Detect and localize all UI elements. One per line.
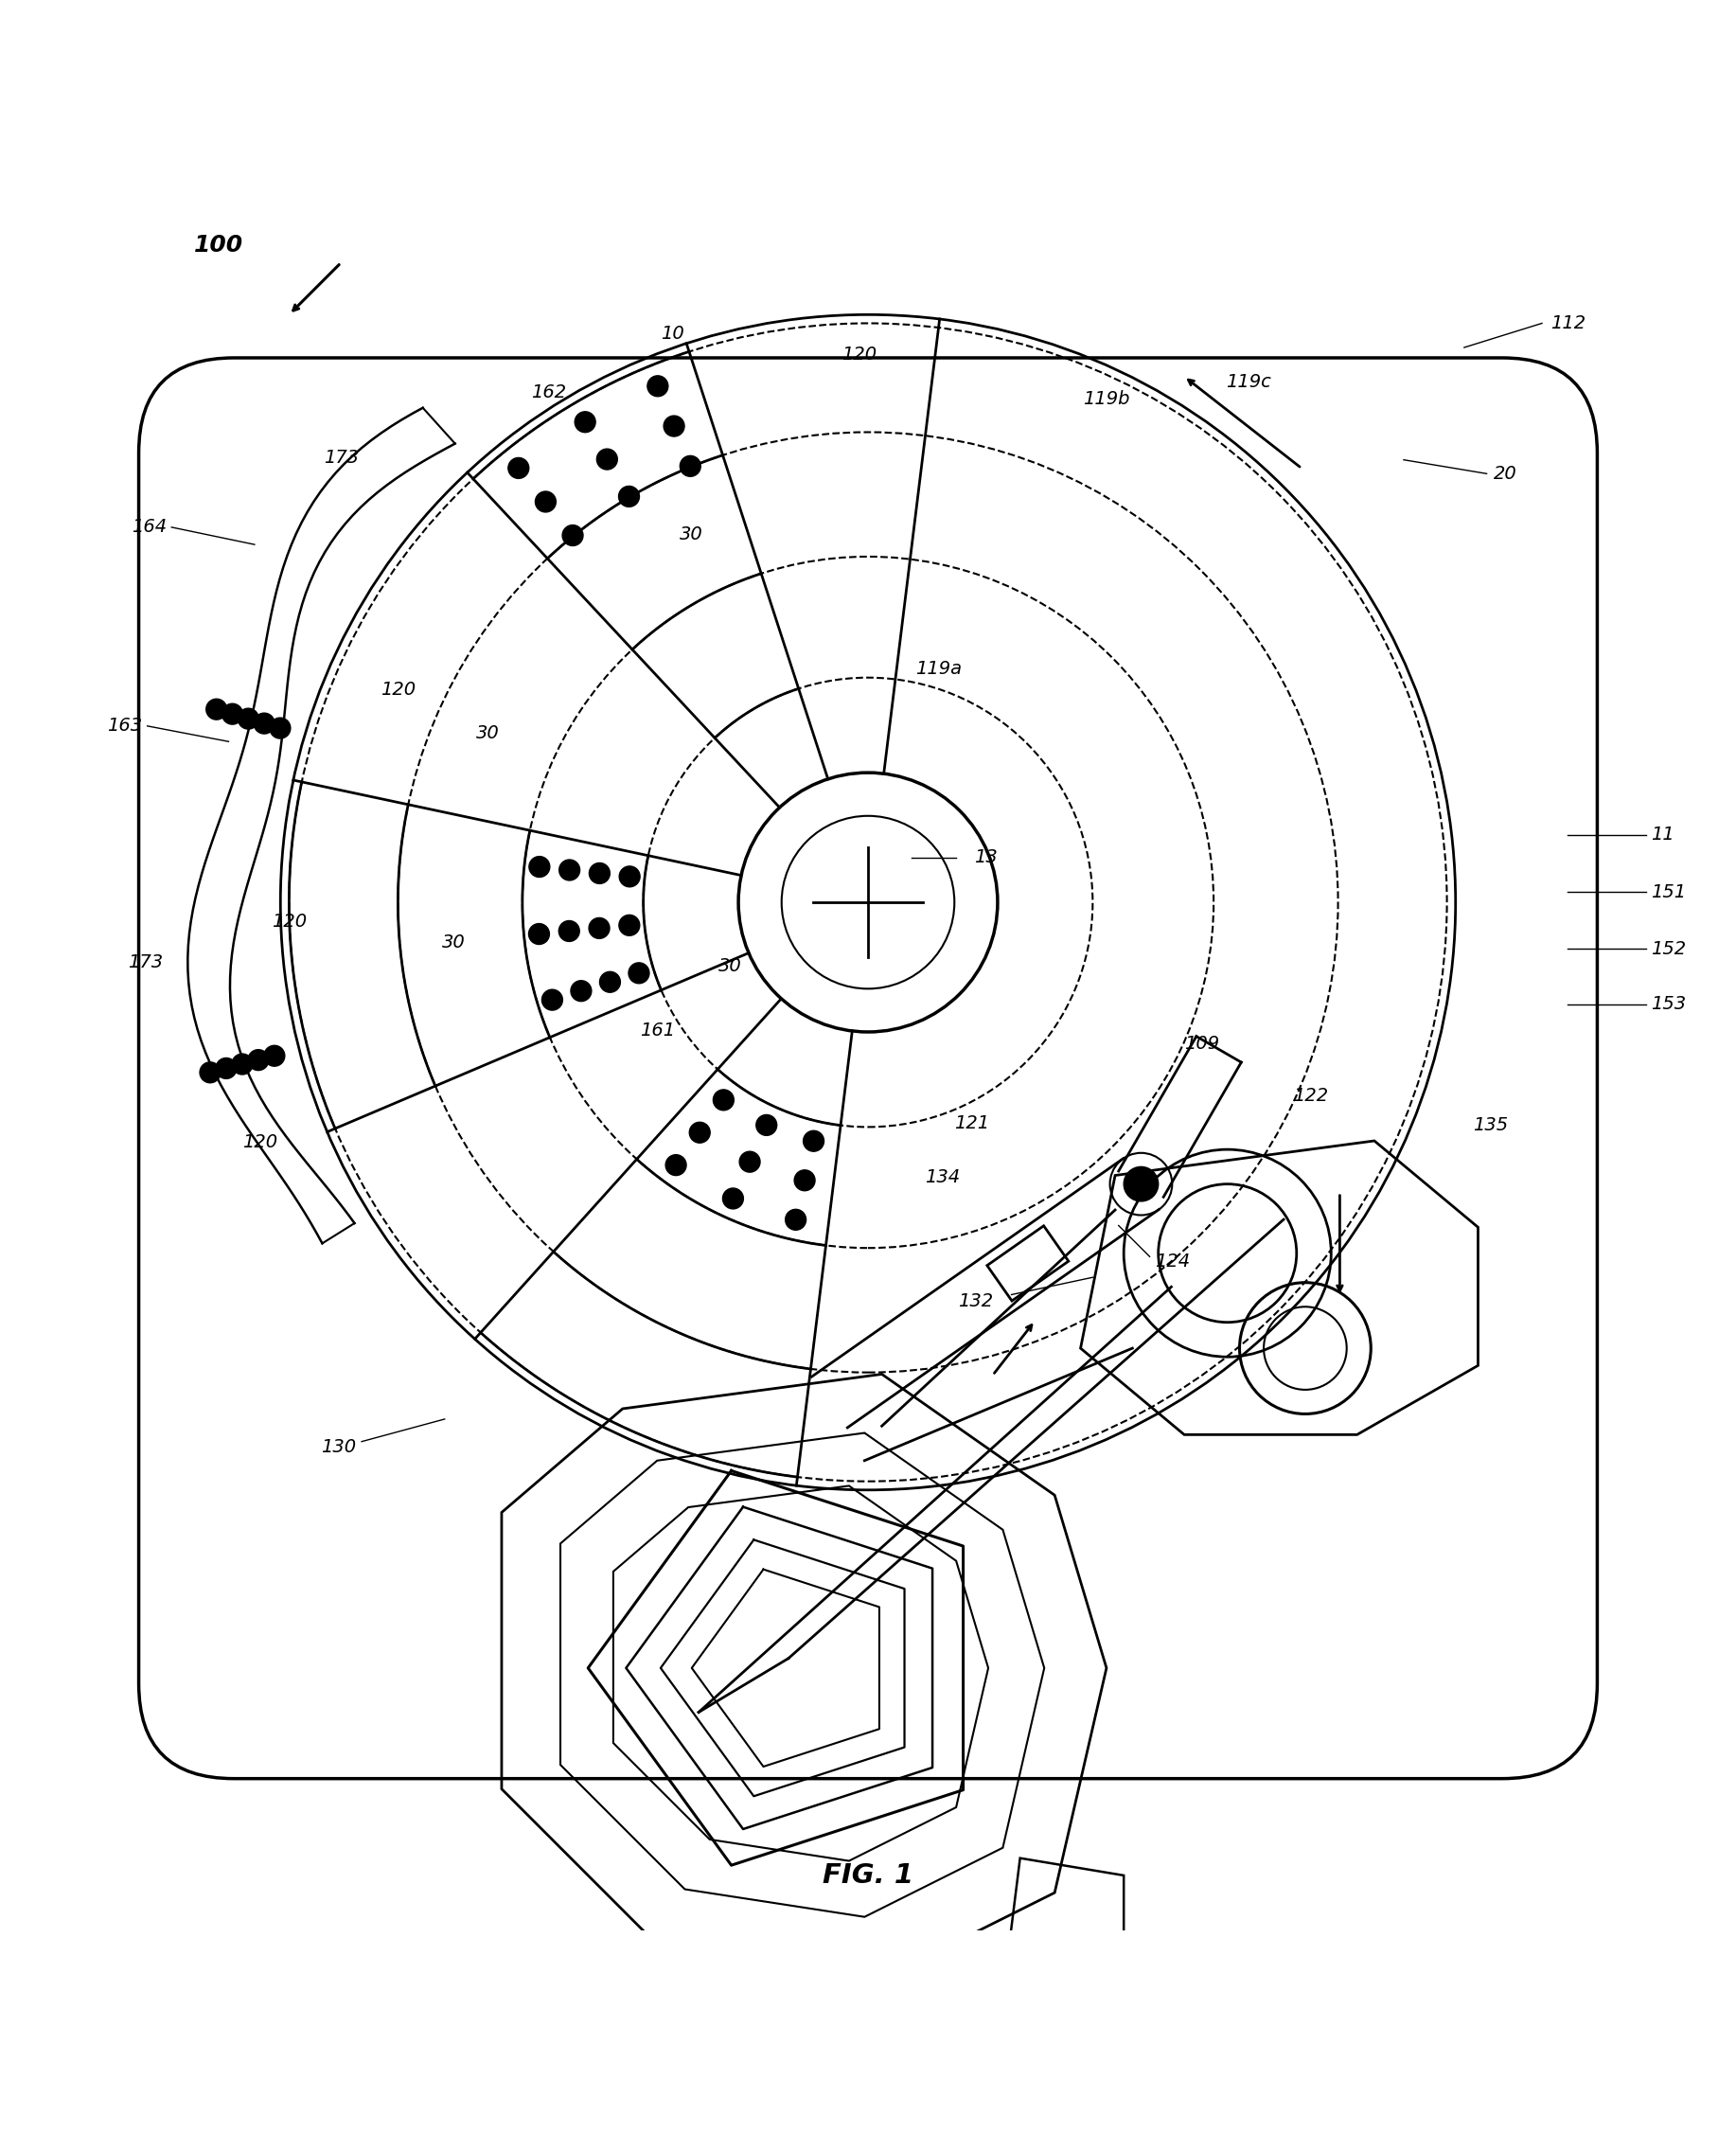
Circle shape [740,1152,760,1173]
Text: 164: 164 [132,518,167,535]
Text: 153: 153 [1651,996,1686,1013]
Text: 30: 30 [719,958,741,975]
Circle shape [253,712,274,734]
Circle shape [207,700,227,719]
Text: 119c: 119c [1226,373,1271,390]
Circle shape [222,704,243,725]
Text: 120: 120 [271,913,307,930]
Circle shape [804,1130,825,1152]
Text: 119a: 119a [915,659,962,678]
Circle shape [562,525,583,546]
Circle shape [597,448,618,469]
Circle shape [589,917,609,939]
Text: 135: 135 [1472,1116,1509,1135]
Text: 109: 109 [1184,1035,1219,1054]
Circle shape [529,857,550,877]
Text: 30: 30 [681,525,703,544]
Text: 152: 152 [1651,941,1686,958]
Circle shape [559,860,580,881]
Circle shape [589,864,609,883]
Text: 119b: 119b [1083,390,1130,407]
Text: 173: 173 [323,450,359,467]
Text: 122: 122 [1293,1088,1328,1105]
Circle shape [620,866,641,887]
Circle shape [215,1058,236,1079]
Circle shape [542,990,562,1011]
Circle shape [713,1090,734,1111]
Circle shape [264,1045,285,1066]
Text: 161: 161 [639,1022,675,1039]
Circle shape [620,915,639,936]
Text: 13: 13 [974,849,996,866]
Text: 134: 134 [925,1169,960,1186]
Text: 100: 100 [194,235,243,256]
Circle shape [509,459,529,478]
FancyBboxPatch shape [139,358,1597,1779]
Circle shape [722,1188,743,1209]
Circle shape [535,491,556,512]
Text: 121: 121 [955,1116,990,1133]
Text: 173: 173 [128,953,163,973]
Circle shape [757,1116,776,1135]
Text: 120: 120 [380,680,415,700]
Circle shape [269,719,290,738]
Text: 120: 120 [241,1133,278,1152]
Circle shape [599,973,620,992]
Circle shape [233,1054,253,1075]
Circle shape [248,1049,269,1071]
Circle shape [785,1209,806,1231]
Circle shape [571,981,592,1000]
Text: 20: 20 [1493,465,1517,482]
Circle shape [681,456,701,476]
Circle shape [628,962,649,983]
Circle shape [648,375,668,397]
Text: 132: 132 [958,1293,993,1310]
Circle shape [1123,1167,1158,1201]
Circle shape [529,924,549,945]
Text: 151: 151 [1651,883,1686,900]
Text: 130: 130 [321,1438,356,1455]
Text: 11: 11 [1651,825,1674,845]
Circle shape [200,1062,220,1084]
Circle shape [559,921,580,941]
Circle shape [618,486,639,508]
Circle shape [663,416,684,437]
Circle shape [795,1171,814,1190]
Text: 162: 162 [531,384,566,401]
Text: 112: 112 [1550,314,1585,333]
Circle shape [575,412,595,433]
Circle shape [665,1154,686,1175]
Circle shape [689,1122,710,1143]
Text: 10: 10 [661,324,684,343]
Text: 124: 124 [1154,1252,1189,1271]
Text: FIG. 1: FIG. 1 [823,1862,913,1888]
Text: 30: 30 [476,723,500,742]
Text: 120: 120 [842,346,877,363]
Text: 163: 163 [108,717,142,736]
Text: 30: 30 [441,932,465,951]
Circle shape [238,708,259,729]
